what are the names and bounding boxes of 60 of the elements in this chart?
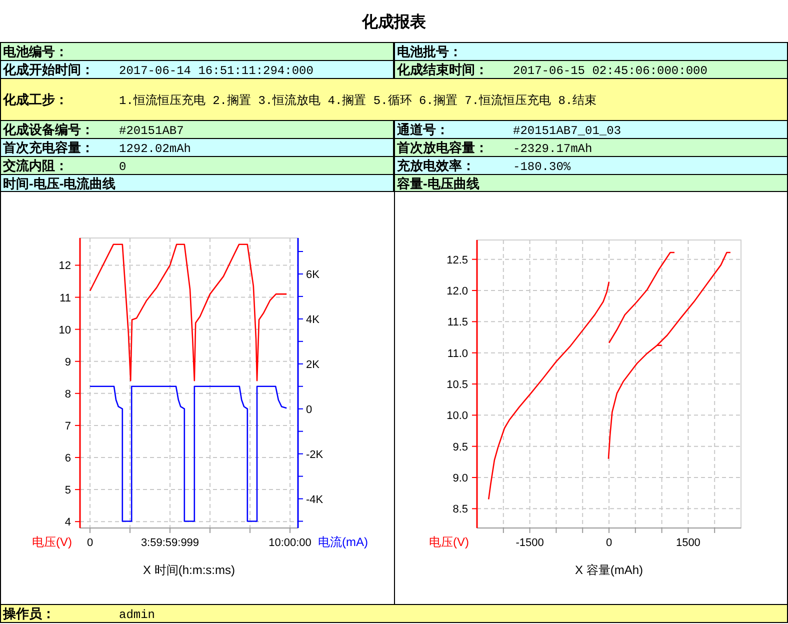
text: 化成报表	[361, 13, 427, 31]
text: 操作员：	[2, 606, 55, 621]
x-axis-title: X 时间(h:m:s:ms)	[143, 563, 235, 577]
text: admin	[119, 608, 156, 622]
y2-tick-label: 4K	[306, 314, 320, 326]
x-tick-label: 10:00:00	[268, 537, 312, 549]
y-tick-label: 4	[64, 516, 71, 529]
text: #20151AB7_01_03	[513, 124, 622, 138]
x-tick-label: 0	[606, 537, 612, 549]
y-tick-label: 9.0	[452, 472, 468, 485]
y-tick-label: 10	[58, 324, 71, 336]
x-tick-label: 3:59:59:999	[140, 537, 200, 549]
text: 交流内阻：	[2, 158, 68, 173]
y-tick-label: 9	[64, 356, 71, 368]
y-tick-label: 12.0	[446, 285, 468, 298]
text: 电池批号：	[397, 44, 462, 59]
y-tick-label: 10.0	[446, 410, 468, 422]
y-tick-label: 12	[58, 260, 71, 272]
x-axis-title: X 容量(mAh)	[574, 563, 644, 577]
y-tick-label: 11.0	[447, 348, 468, 360]
x-tick-label: 0	[86, 537, 94, 549]
y2-tick-label: 2K	[306, 358, 320, 371]
text: 1.恒流恒压充电 2.搁置 3.恒流放电 4.搁置 5.循环 6.搁置 7.恒流恒压充电 8.结束	[119, 93, 597, 108]
y-tick-label: 6	[64, 452, 71, 465]
text: 通道号：	[396, 122, 449, 137]
text: #20151AB7	[119, 124, 184, 138]
y-tick-label: 8.5	[452, 504, 468, 516]
text: 化成结束时间：	[396, 62, 488, 77]
text: -2329.17mAh	[513, 142, 592, 156]
chart-title: 容量-电压曲线	[396, 176, 480, 191]
chart-title: 时间-电压-电流曲线	[3, 176, 116, 191]
text: 化成工步：	[2, 92, 68, 107]
y-tick-label: 11	[60, 292, 71, 304]
y-tick-label: 12.5	[446, 254, 468, 266]
y-tick-label: 8	[64, 388, 71, 400]
y-tick-label: 7	[64, 420, 71, 432]
text: 化成设备编号：	[2, 122, 94, 137]
y2-tick-label: 0	[306, 404, 312, 416]
text: 2017-06-14 16:51:11:294:000	[119, 64, 314, 78]
y-tick-label: 10.5	[446, 379, 468, 391]
x-tick-label: 1500	[676, 537, 700, 549]
y2-tick-label: -2K	[306, 448, 324, 461]
y-axis-title: 电压(V)	[429, 535, 469, 549]
text: 1292.02mAh	[119, 142, 192, 156]
text: 充放电效率：	[396, 158, 475, 173]
y2-axis-title: 电流(mA)	[318, 535, 368, 549]
text: -180.30%	[513, 160, 572, 174]
y2-tick-label: -4K	[306, 494, 324, 506]
text: 2017-06-15 02:45:06:000:000	[513, 64, 708, 78]
text: 首次充电容量：	[2, 140, 94, 155]
y-tick-label: 5	[64, 484, 71, 497]
text: 电池编号：	[3, 44, 68, 59]
x-tick-label: -1500	[516, 537, 544, 549]
y-tick-label: 9.5	[452, 441, 468, 454]
text: 0	[119, 160, 126, 174]
y-axis-title: 电压(V)	[32, 535, 72, 549]
text: 首次放电容量：	[396, 140, 488, 155]
y2-tick-label: 6K	[306, 268, 320, 281]
text: 化成开始时间：	[2, 62, 94, 77]
y-tick-label: 11.5	[447, 316, 468, 329]
